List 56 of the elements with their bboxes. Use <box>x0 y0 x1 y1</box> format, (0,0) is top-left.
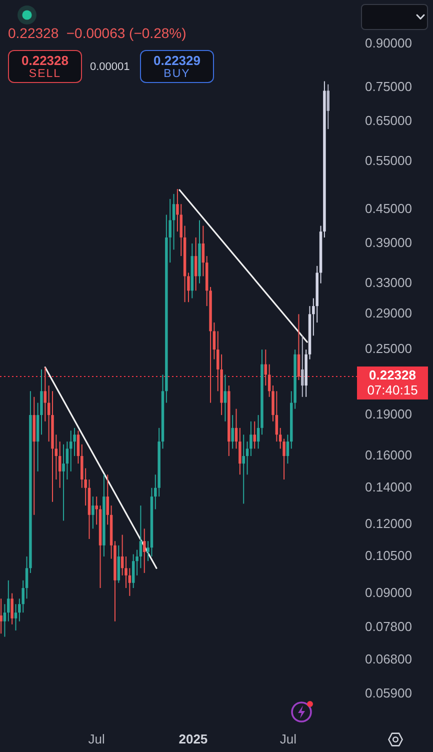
candlestick <box>117 544 120 584</box>
y-tick-label: 0.75000 <box>365 79 412 94</box>
text: 0.22328 −0.00063 (−0.28%) <box>8 25 186 41</box>
y-tick-label: 0.09000 <box>365 584 412 600</box>
candlestick <box>7 580 10 622</box>
y-tick-label: 0.07800 <box>365 618 412 634</box>
y-tick-label: 0.29000 <box>365 306 412 321</box>
candlestick <box>194 236 198 292</box>
candlestick <box>95 496 98 526</box>
candlestick <box>44 366 47 422</box>
candlestick <box>301 335 304 398</box>
y-tick-label: 0.55000 <box>365 153 412 168</box>
candlestick <box>69 430 72 472</box>
annotation: 0.00001 <box>90 61 130 73</box>
ref-line-label: 0.22328 07:40:15 <box>367 368 418 398</box>
y-tick-label: 0.06800 <box>365 652 412 667</box>
y-tick-label: 0.19000 <box>365 406 412 422</box>
candlestick <box>202 225 205 277</box>
y-tick-label: 0.65000 <box>365 113 412 128</box>
candlestick <box>275 390 278 442</box>
candlestick <box>172 193 176 250</box>
y-tick-label: 0.12000 <box>365 516 412 532</box>
candlestick <box>58 441 62 488</box>
y-tick-label: 0.25000 <box>365 341 412 356</box>
x-tick-label: Jul <box>280 731 297 746</box>
candlestick <box>76 430 80 464</box>
y-tick-label: 0.05900 <box>365 686 412 701</box>
candlestick <box>286 434 290 464</box>
candlestick <box>224 374 227 422</box>
candlestick <box>132 554 135 589</box>
candlestick <box>62 444 65 522</box>
candlestick <box>92 496 94 530</box>
candlestick <box>66 441 69 480</box>
candlestick <box>14 604 18 631</box>
candlestick <box>142 528 146 574</box>
y-tick-label: 0.33000 <box>365 274 412 290</box>
candlestick <box>326 84 330 130</box>
y-tick-label: 0.16000 <box>365 448 412 463</box>
candlestick <box>231 414 234 450</box>
candlestick <box>106 474 110 526</box>
candlestick <box>242 434 245 504</box>
candlestick <box>3 604 6 638</box>
candlestick <box>297 314 300 381</box>
candlestick <box>10 592 14 625</box>
y-tick-label: 0.45000 <box>365 200 412 216</box>
candlestick <box>128 568 132 596</box>
y-tick-label: 0.14000 <box>365 479 412 494</box>
x-tick-label: Jul <box>88 731 106 746</box>
candlestick <box>120 534 124 576</box>
x-tick-label: 2025 <box>178 731 208 746</box>
y-tick-label: 0.90000 <box>365 36 412 51</box>
candlestick <box>253 420 256 450</box>
y-tick-label: 0.39000 <box>365 235 412 250</box>
candlestick <box>0 598 2 634</box>
y-tick-label: 0.10500 <box>365 548 412 564</box>
candlestick <box>139 505 142 569</box>
